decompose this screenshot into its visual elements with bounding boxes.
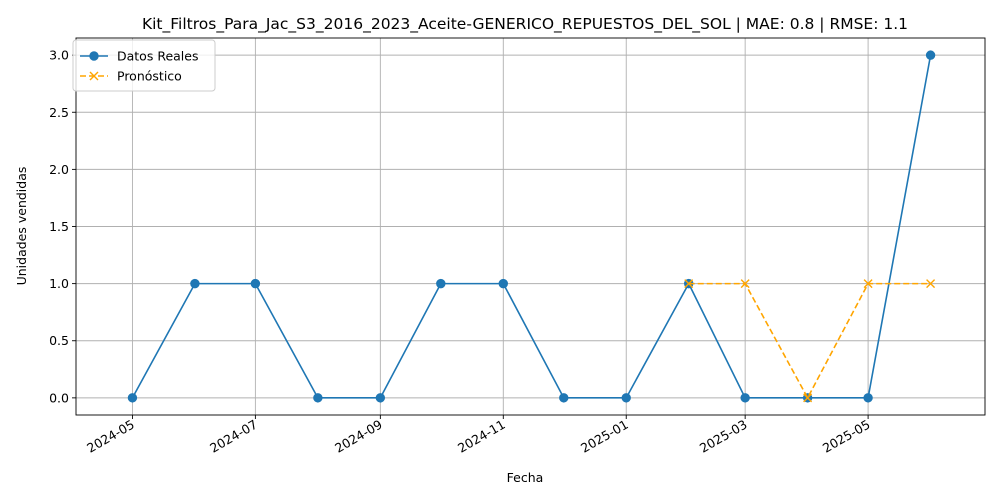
legend-label: Datos Reales bbox=[117, 49, 198, 64]
series-layer bbox=[127, 50, 936, 403]
data-point bbox=[127, 393, 138, 403]
y-tick-label: 0.0 bbox=[49, 390, 69, 405]
data-point bbox=[740, 279, 750, 289]
x-axis-label: Fecha bbox=[507, 470, 544, 485]
y-axis-label: Unidades vendidas bbox=[14, 167, 29, 286]
y-tick-label: 3.0 bbox=[49, 48, 69, 63]
legend-item: Pronóstico bbox=[80, 69, 182, 84]
data-point bbox=[684, 279, 694, 289]
data-point bbox=[250, 278, 261, 289]
y-tick-label: 0.5 bbox=[49, 333, 69, 348]
data-point bbox=[863, 279, 873, 289]
x-tick-label: 2024-07 bbox=[207, 417, 260, 456]
series-forecast bbox=[684, 279, 936, 403]
data-point bbox=[313, 393, 323, 403]
data-point bbox=[436, 278, 446, 289]
x-tick-label: 2025-03 bbox=[697, 417, 750, 456]
axis-ticks: 0.0 0.5 1.0 1.5 2.0 2.5 3.0 2024-05 2024-07 2024-… bbox=[49, 48, 872, 456]
legend-label: Pronóstico bbox=[117, 69, 182, 84]
data-point bbox=[89, 71, 99, 81]
x-tick-label: 2025-05 bbox=[820, 417, 873, 456]
chart-title: Kit_Filtros_Para_Jac_S3_2016_2023_Aceite… bbox=[142, 15, 908, 34]
data-point bbox=[375, 393, 386, 403]
data-point bbox=[89, 51, 99, 61]
data-point bbox=[621, 393, 631, 403]
x-tick-label: 2025-01 bbox=[578, 417, 631, 456]
data-point bbox=[740, 393, 750, 403]
legend-item: Datos Reales bbox=[80, 49, 198, 64]
x-tick-label: 2024-05 bbox=[84, 417, 137, 456]
series-actual bbox=[127, 50, 936, 403]
y-tick-label: 1.5 bbox=[49, 219, 69, 234]
data-point bbox=[803, 393, 813, 403]
data-point bbox=[559, 393, 569, 403]
y-tick-label: 1.0 bbox=[49, 276, 69, 291]
y-tick-label: 2.5 bbox=[49, 105, 69, 120]
data-point bbox=[190, 278, 200, 289]
data-point bbox=[926, 279, 936, 289]
series-line bbox=[688, 282, 931, 399]
series-line bbox=[131, 54, 932, 399]
y-tick-label: 2.0 bbox=[49, 162, 69, 177]
data-point bbox=[498, 278, 508, 289]
data-point bbox=[925, 50, 936, 60]
x-tick-label: 2024-11 bbox=[455, 417, 508, 456]
data-point bbox=[863, 393, 873, 403]
legend-frame bbox=[72, 39, 216, 92]
legend: Datos Reales Pronóstico bbox=[72, 39, 216, 92]
x-tick-label: 2024-09 bbox=[332, 417, 385, 456]
grid-lines bbox=[76, 38, 985, 415]
